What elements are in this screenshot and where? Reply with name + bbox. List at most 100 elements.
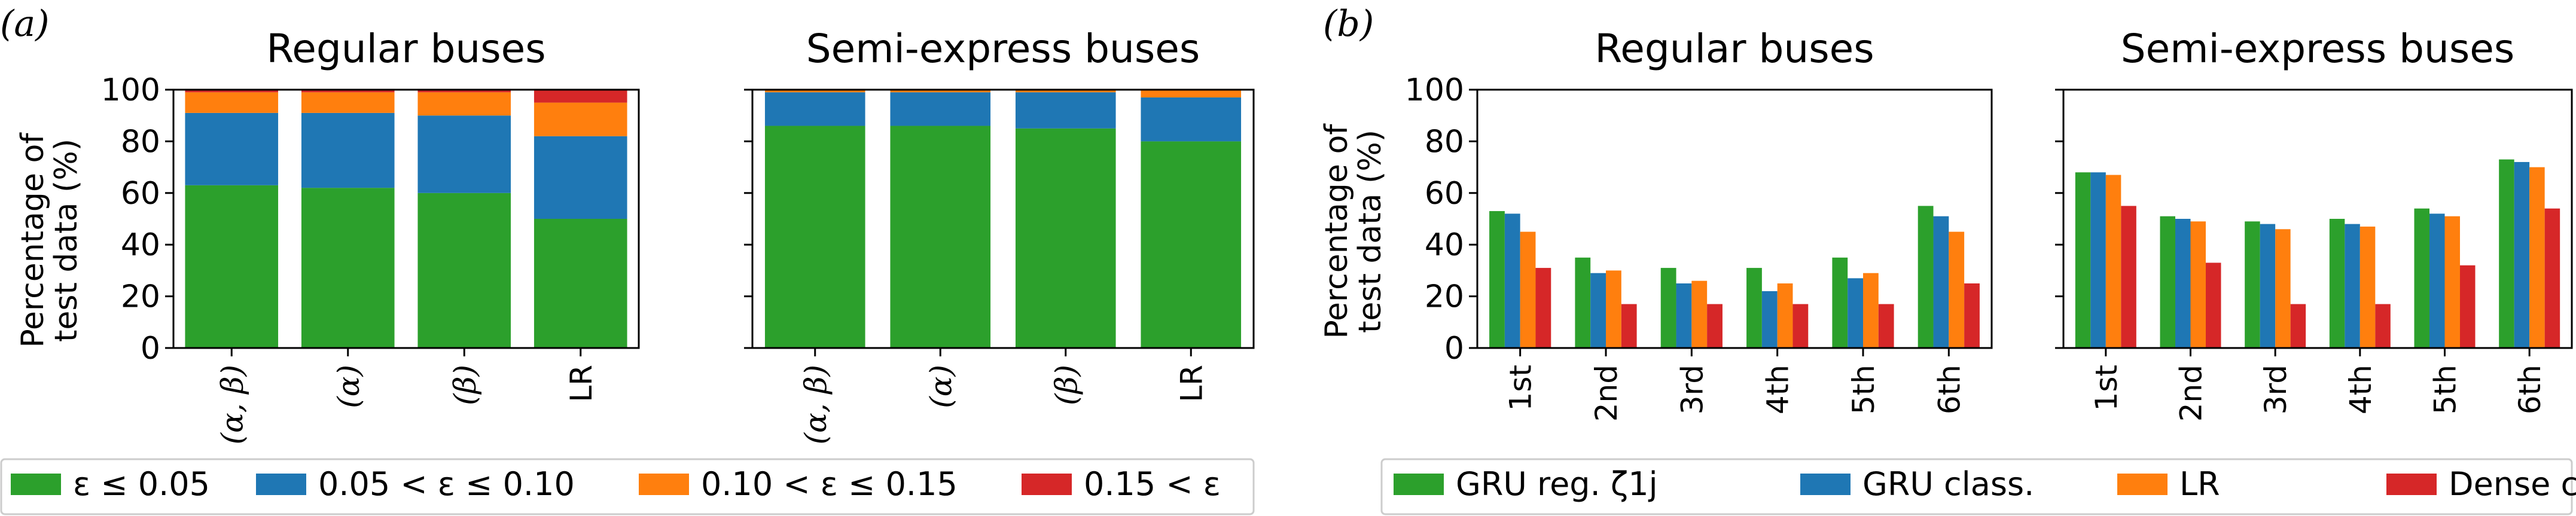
bar-segment [417, 90, 511, 93]
bar [1707, 304, 1723, 348]
chart-title: Regular buses [266, 26, 545, 72]
legend-label: ε ≤ 0.05 [73, 465, 210, 503]
x-tick-label: 4th [2343, 365, 2378, 414]
bar [1917, 206, 1934, 348]
bar [2290, 304, 2306, 348]
bar [2460, 265, 2476, 348]
bar [1848, 278, 1863, 348]
bars [1489, 206, 1980, 348]
y-tick-label: 0 [141, 331, 160, 367]
bar [2375, 304, 2391, 348]
bar-segment [185, 185, 279, 348]
ylabel-a: Percentage of test data (%) [15, 132, 84, 348]
plot-frame [751, 88, 1255, 349]
x-tick-label: (β) [1049, 365, 1084, 405]
bar-segment [301, 90, 395, 93]
x-tick-label: 5th [2428, 365, 2463, 414]
chart-title: Semi-express buses [2121, 26, 2515, 72]
bar-segment [417, 115, 511, 193]
legend-label: GRU reg. ζ1j [1456, 465, 1658, 503]
bar-segment [301, 188, 395, 348]
ylabel-a-line2: test data (%) [48, 139, 84, 342]
legend-swatch [1800, 474, 1851, 495]
bars [185, 90, 627, 348]
bar [1964, 283, 1980, 348]
bar [1792, 304, 1809, 348]
bar-segment [417, 92, 511, 116]
x-tick-label: 2nd [2174, 365, 2209, 422]
bar-segment [534, 102, 627, 136]
chart-regular-buses-a: Regular buses 0 20 40 60 80 100 (α, β) (α) (β) LR [101, 26, 640, 444]
bars [2075, 159, 2560, 348]
bar [2359, 226, 2376, 348]
bar-segment [185, 112, 279, 185]
bar-segment [301, 92, 395, 113]
legend-a-frame [0, 458, 1255, 515]
bar [1863, 273, 1879, 348]
legend-swatch [639, 474, 689, 495]
bar [2206, 262, 2221, 348]
x-tick-label: (β) [447, 365, 482, 405]
chart-regular-buses-b: Regular buses 0 20 40 60 80 100 1st 2nd 3rd 4th 5th… [1405, 26, 1993, 422]
bar-segment [185, 92, 279, 113]
legend-label: 0.15 < ε [1084, 465, 1221, 503]
x-tick-label: 5th [1846, 365, 1881, 414]
bar-segment [1141, 97, 1242, 142]
bar [2160, 216, 2175, 348]
bars [764, 90, 1242, 349]
chart-semi-express-buses-b: Semi-express buses 1st 2nd 3rd 4th 5th 6th [2055, 26, 2573, 422]
bar [2429, 213, 2445, 348]
bar [1575, 257, 1591, 348]
bar-segment [417, 193, 511, 348]
legend-b-frame [1380, 458, 2573, 515]
bar-segment [1015, 128, 1116, 349]
y-tick-label: 0 [1444, 331, 1464, 367]
panel-letter-b: (b) [1323, 3, 1374, 45]
legend-label: 0.05 < ε ≤ 0.10 [318, 465, 575, 503]
bar-segment [1141, 141, 1242, 348]
bar [1676, 283, 1692, 348]
bar [1933, 216, 1949, 348]
bar [2514, 161, 2530, 348]
bar [1621, 304, 1637, 348]
x-tick-label: 3rd [2258, 365, 2293, 414]
bar [2544, 208, 2560, 348]
bar [2260, 224, 2276, 348]
y-tick-label: 100 [101, 72, 160, 108]
x-tick-label: LR [564, 365, 599, 402]
bar [2345, 224, 2360, 348]
bar [1832, 257, 1848, 348]
bar [2105, 175, 2121, 348]
bar-segment [534, 90, 627, 103]
bar-segment [764, 92, 865, 126]
y-tick-label: 60 [121, 176, 160, 212]
legend-label: Dense class. [2449, 465, 2576, 503]
legend-swatch [11, 474, 61, 495]
ylabel-b-line1: Percentage of [1319, 123, 1355, 339]
y-tick-label: 80 [121, 124, 160, 160]
chart-semi-express-buses-a: Semi-express buses (α, β) (α) (β) LR [744, 26, 1255, 444]
bar-segment [1141, 90, 1242, 97]
bar [1535, 268, 1551, 348]
bar-segment [1015, 90, 1116, 93]
ylabel-b-line2: test data (%) [1352, 130, 1388, 333]
chart-title: Regular buses [1595, 26, 1874, 72]
y-tick-label: 40 [121, 227, 160, 263]
bar [2090, 172, 2106, 348]
x-tick-label: LR [1174, 365, 1209, 402]
bar-segment [890, 90, 991, 93]
bar-segment [890, 92, 991, 126]
bar [2529, 167, 2545, 348]
bar [2444, 216, 2460, 348]
bar-segment [890, 126, 991, 349]
legend-swatch [256, 474, 306, 495]
x-tick-label: (α, β) [798, 365, 833, 444]
bar [2175, 219, 2191, 348]
x-tick-label: 4th [1761, 365, 1795, 414]
legend-swatch [1022, 474, 1072, 495]
ylabel-b: Percentage of test data (%) [1319, 123, 1388, 339]
legend-label: GRU class. [1862, 465, 2034, 503]
bar [2121, 206, 2136, 348]
bar [1878, 304, 1894, 348]
